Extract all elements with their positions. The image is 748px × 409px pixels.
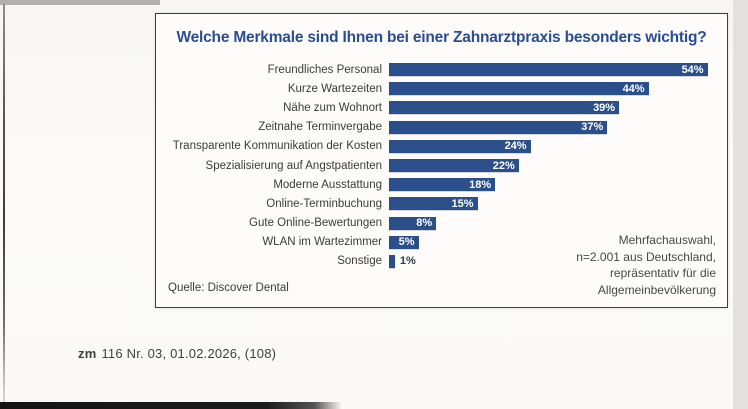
- category-label: Moderne Ausstattung: [273, 178, 382, 191]
- value-label: 44%: [622, 82, 645, 95]
- bar-row: Nähe zum Wohnort 39%: [156, 98, 719, 117]
- page-footer: zm 116 Nr. 03, 01.02.2026, (108): [78, 346, 276, 361]
- bar-row: Moderne Ausstattung 18%: [156, 175, 719, 194]
- bar: 8%: [389, 216, 437, 230]
- bar-row: Gute Online-Bewertungen 8%: [156, 214, 719, 233]
- category-label: Transparente Kommunikation der Kosten: [172, 140, 382, 153]
- bar-track: 15%: [389, 197, 719, 211]
- category-label: Zeitnahe Terminvergabe: [258, 121, 382, 134]
- bar-rows: Freundliches Personal 54% Kurze Wartezeite…: [156, 60, 719, 271]
- bar-track: 1%: [389, 254, 719, 268]
- value-label: 15%: [451, 197, 474, 210]
- bar-row: Sonstige 1%: [156, 252, 719, 271]
- scan-left-edge-line: [3, 4, 5, 402]
- bar: 44%: [389, 82, 649, 96]
- scan-bottom-edge: [0, 402, 342, 409]
- journal-name: zm: [78, 346, 97, 361]
- scan-top-edge: [0, 0, 160, 5]
- bar-track: 22%: [389, 159, 719, 173]
- bar-row: Freundliches Personal 54%: [156, 60, 719, 79]
- bar-track: 5%: [389, 235, 719, 249]
- bar-row: WLAN im Wartezimmer 5%: [156, 233, 719, 252]
- bar-track: 39%: [389, 101, 719, 115]
- bar-row: Online-Terminbuchung 15%: [156, 194, 719, 213]
- category-label: Sonstige: [337, 255, 382, 268]
- bar-track: 44%: [389, 82, 719, 96]
- value-label: 37%: [581, 121, 604, 134]
- value-label: 39%: [593, 101, 616, 114]
- sample-note-line: repräsentativ für die: [609, 266, 716, 280]
- category-label: Gute Online-Bewertungen: [249, 217, 382, 230]
- sample-note-line: n=2.001 aus Deutschland,: [576, 249, 716, 264]
- bar-row: Transparente Kommunikation der Kosten 24%: [156, 137, 719, 156]
- chart-panel: Welche Merkmale sind Ihnen bei einer Zah…: [155, 13, 728, 308]
- bar: 24%: [389, 139, 531, 153]
- value-label: 54%: [681, 63, 704, 76]
- bar: 15%: [389, 197, 478, 211]
- value-label: 8%: [416, 217, 433, 230]
- sample-note: Mehrfachauswahl, n=2.001 aus Deutschland…: [576, 232, 716, 298]
- value-label: 5%: [398, 236, 415, 249]
- bar-track: 54%: [389, 63, 719, 77]
- bar-track: 37%: [389, 120, 719, 134]
- bar-row: Kurze Wartezeiten 44%: [156, 79, 719, 98]
- value-label: 24%: [504, 140, 527, 153]
- issue-info: 116 Nr. 03, 01.02.2026, (108): [101, 346, 277, 361]
- bar: 54%: [389, 63, 708, 77]
- bar: [389, 254, 395, 268]
- bar: 5%: [389, 235, 419, 249]
- bar: 39%: [389, 101, 620, 115]
- category-label: Kurze Wartezeiten: [287, 82, 382, 95]
- bar: 22%: [389, 159, 519, 173]
- category-label: WLAN im Wartezimmer: [262, 236, 382, 249]
- bar: 18%: [389, 178, 496, 192]
- bar-track: 8%: [389, 216, 719, 230]
- category-label: Spezialisierung auf Angstpatienten: [205, 159, 382, 172]
- bar-row: Zeitnahe Terminvergabe 37%: [156, 118, 719, 137]
- scan-right-margin: [733, 0, 748, 409]
- sample-note-line: Mehrfachauswahl,: [618, 233, 716, 247]
- sample-note-line: Allgemeinbevölkerung: [597, 282, 716, 297]
- bar-track: 24%: [389, 139, 719, 153]
- category-label: Freundliches Personal: [267, 63, 382, 76]
- bar: 37%: [389, 120, 608, 134]
- value-label: 18%: [469, 178, 492, 191]
- category-label: Nähe zum Wohnort: [283, 101, 382, 114]
- value-label: 1%: [399, 255, 416, 268]
- source-label: Quelle: Discover Dental: [168, 282, 289, 294]
- value-label: 22%: [492, 159, 515, 172]
- bar-row: Spezialisierung auf Angstpatienten 22%: [156, 156, 719, 175]
- bar-track: 18%: [389, 178, 719, 192]
- category-label: Online-Terminbuchung: [266, 197, 382, 210]
- chart-title: Welche Merkmale sind Ihnen bei einer Zah…: [176, 29, 707, 46]
